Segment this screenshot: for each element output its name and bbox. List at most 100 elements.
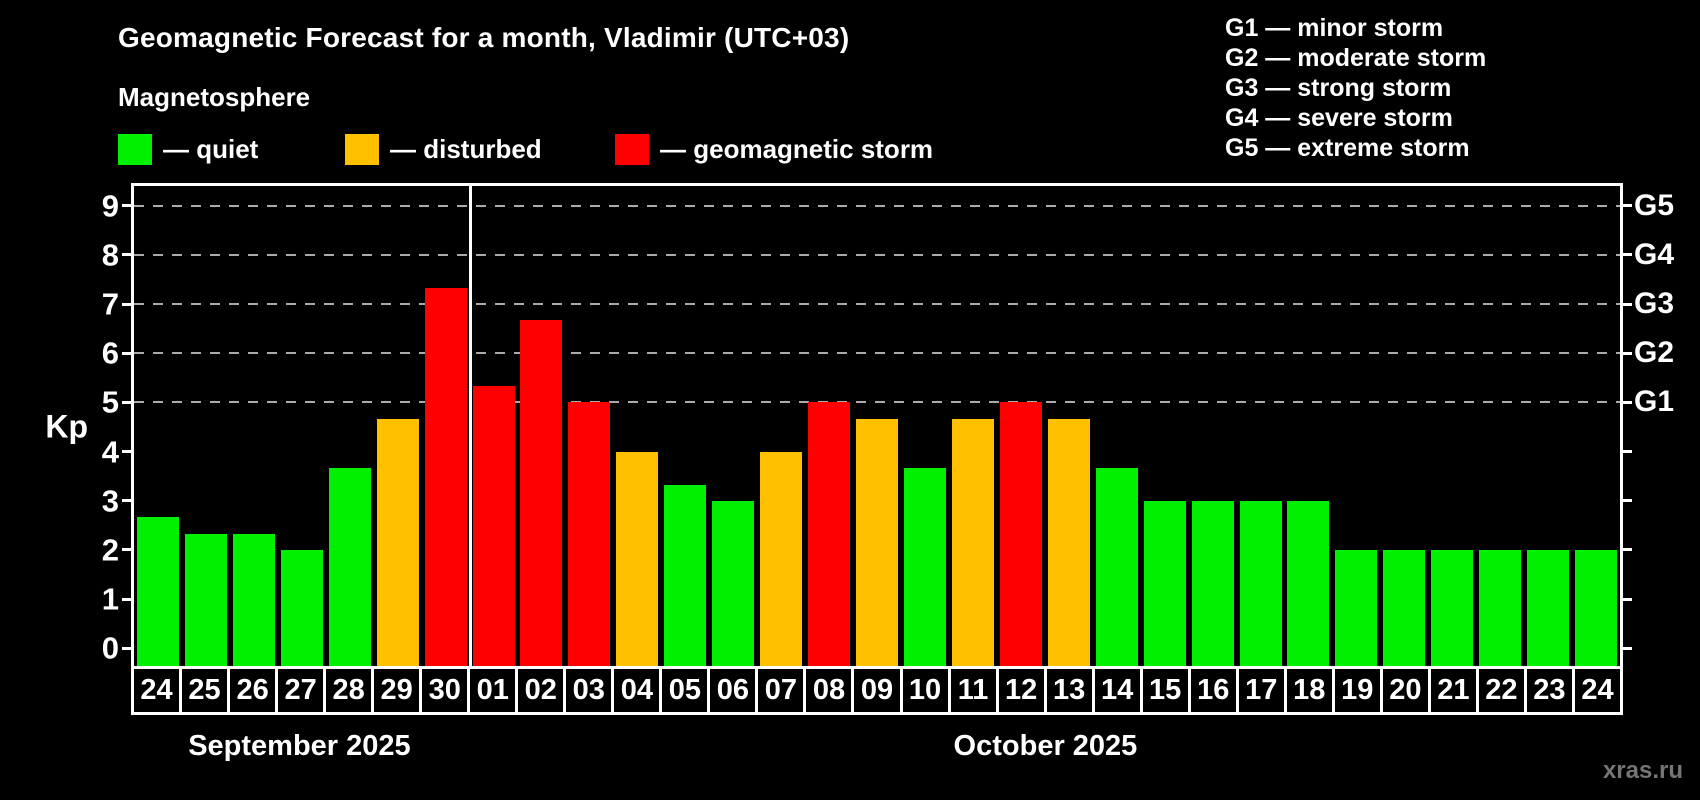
date-cell-sep-26: 26: [227, 666, 279, 715]
kp-bar-sep-30: [424, 287, 467, 668]
y-tick-label-6: 6: [101, 335, 119, 371]
y-tick-label-2: 2: [101, 532, 119, 568]
date-cell-sep-30: 30: [419, 666, 471, 715]
y-tick-right-6: [1620, 351, 1632, 355]
date-cell-sep-29: 29: [371, 666, 423, 715]
bars-layer: [134, 186, 1620, 668]
date-cell-oct-08: 08: [803, 666, 855, 715]
bar-slot-oct-21: [1428, 186, 1476, 668]
date-cell-sep-25: 25: [179, 666, 231, 715]
date-cell-oct-11: 11: [947, 666, 999, 715]
date-cell-oct-06: 06: [707, 666, 759, 715]
page-title: Geomagnetic Forecast for a month, Vladim…: [118, 22, 850, 53]
date-cell-oct-21: 21: [1427, 666, 1479, 715]
bar-slot-oct-15: [1141, 186, 1189, 668]
kp-bar-oct-15: [1143, 500, 1186, 668]
gridline-kp-8: [134, 253, 1620, 256]
y-tick-label-8: 8: [101, 237, 119, 273]
kp-bar-oct-20: [1383, 549, 1426, 668]
kp-bar-oct-07: [760, 451, 803, 668]
bar-slot-oct-07: [757, 186, 805, 668]
legend-swatch-disturbed: [345, 133, 379, 165]
y-tick-label-3: 3: [101, 483, 119, 519]
bar-slot-sep-25: [182, 186, 230, 668]
g-axis-label-G5: G5: [1634, 188, 1675, 222]
kp-bar-oct-14: [1095, 467, 1138, 668]
bar-slot-oct-06: [709, 186, 757, 668]
kp-bar-oct-23: [1527, 549, 1570, 668]
legend-label-disturbed: — disturbed: [390, 133, 542, 164]
kp-bar-sep-27: [280, 549, 323, 668]
bar-slot-oct-08: [805, 186, 853, 668]
kp-bar-oct-08: [808, 402, 851, 668]
date-cell-oct-23: 23: [1523, 666, 1575, 715]
g-axis-label-G3: G3: [1634, 287, 1675, 321]
bar-slot-oct-11: [949, 186, 997, 668]
bar-slot-oct-03: [565, 186, 613, 668]
date-cell-oct-13: 13: [1043, 666, 1095, 715]
bar-slot-oct-17: [1237, 186, 1285, 668]
legend-label-quiet: — quiet: [163, 133, 259, 164]
g-axis-label-G2: G2: [1634, 336, 1675, 370]
bar-slot-oct-14: [1093, 186, 1141, 668]
date-cell-sep-24: 24: [131, 666, 183, 715]
y-tick-label-7: 7: [101, 286, 119, 322]
bar-slot-oct-09: [853, 186, 901, 668]
bar-slot-sep-24: [134, 186, 182, 668]
legend-swatch-storm: [615, 133, 649, 165]
date-cell-oct-07: 07: [755, 666, 807, 715]
g-scale-legend-line-4: G4 — severe storm: [1225, 104, 1453, 132]
date-axis: 24 25 26 27 28 29 30 01 02 03 04 05 06 07 08 09 10 11 12 13…: [131, 666, 1623, 715]
y-tick-label-0: 0: [101, 630, 119, 666]
bar-slot-oct-18: [1285, 186, 1333, 668]
bar-slot-oct-23: [1524, 186, 1572, 668]
kp-bar-oct-02: [520, 320, 563, 668]
g-scale-legend-line-2: G2 — moderate storm: [1225, 44, 1487, 72]
bar-slot-oct-13: [1045, 186, 1093, 668]
kp-bar-oct-12: [999, 402, 1042, 668]
watermark: xras.ru: [1602, 757, 1683, 784]
gridline-kp-9: [134, 204, 1620, 207]
date-cell-sep-27: 27: [275, 666, 327, 715]
bar-slot-oct-20: [1380, 186, 1428, 668]
date-cell-oct-10: 10: [899, 666, 951, 715]
y-tick-right-1: [1620, 597, 1632, 601]
date-cell-oct-03: 03: [563, 666, 615, 715]
y-tick-left-4: [122, 450, 134, 454]
date-cell-oct-01: 01: [467, 666, 519, 715]
kp-bar-oct-04: [616, 451, 659, 668]
date-cell-oct-20: 20: [1379, 666, 1431, 715]
kp-bar-oct-16: [1191, 500, 1234, 668]
gridline-kp-6: [134, 352, 1620, 355]
bar-slot-oct-02: [518, 186, 566, 668]
bar-slot-oct-04: [613, 186, 661, 668]
g-scale-legend-line-5: G5 — extreme storm: [1225, 134, 1470, 162]
kp-bar-sep-25: [184, 533, 227, 668]
bar-slot-oct-10: [901, 186, 949, 668]
y-tick-left-0: [122, 646, 134, 650]
month-separator-1: [468, 186, 472, 668]
kp-bar-oct-09: [856, 418, 899, 668]
bar-slot-sep-27: [278, 186, 326, 668]
kp-bar-oct-18: [1287, 500, 1330, 668]
bar-slot-oct-24: [1572, 186, 1620, 668]
month-labels-row: September 2025 October 2025: [131, 730, 1623, 770]
kp-bar-oct-22: [1479, 549, 1522, 668]
kp-bar-oct-01: [472, 386, 515, 668]
kp-bar-oct-13: [1047, 418, 1090, 668]
y-tick-left-7: [122, 302, 134, 306]
kp-bar-sep-28: [328, 467, 371, 668]
y-tick-right-3: [1620, 499, 1632, 503]
date-cell-oct-09: 09: [851, 666, 903, 715]
kp-bar-oct-21: [1431, 549, 1474, 668]
y-tick-label-9: 9: [101, 188, 119, 224]
y-tick-left-9: [122, 204, 134, 208]
date-cell-oct-05: 05: [659, 666, 711, 715]
bar-slot-oct-12: [997, 186, 1045, 668]
y-tick-label-4: 4: [101, 434, 119, 470]
kp-bar-oct-11: [951, 418, 994, 668]
g-scale-legend-line-3: G3 — strong storm: [1225, 74, 1452, 102]
date-cell-oct-18: 18: [1283, 666, 1335, 715]
y-tick-right-8: [1620, 253, 1632, 257]
